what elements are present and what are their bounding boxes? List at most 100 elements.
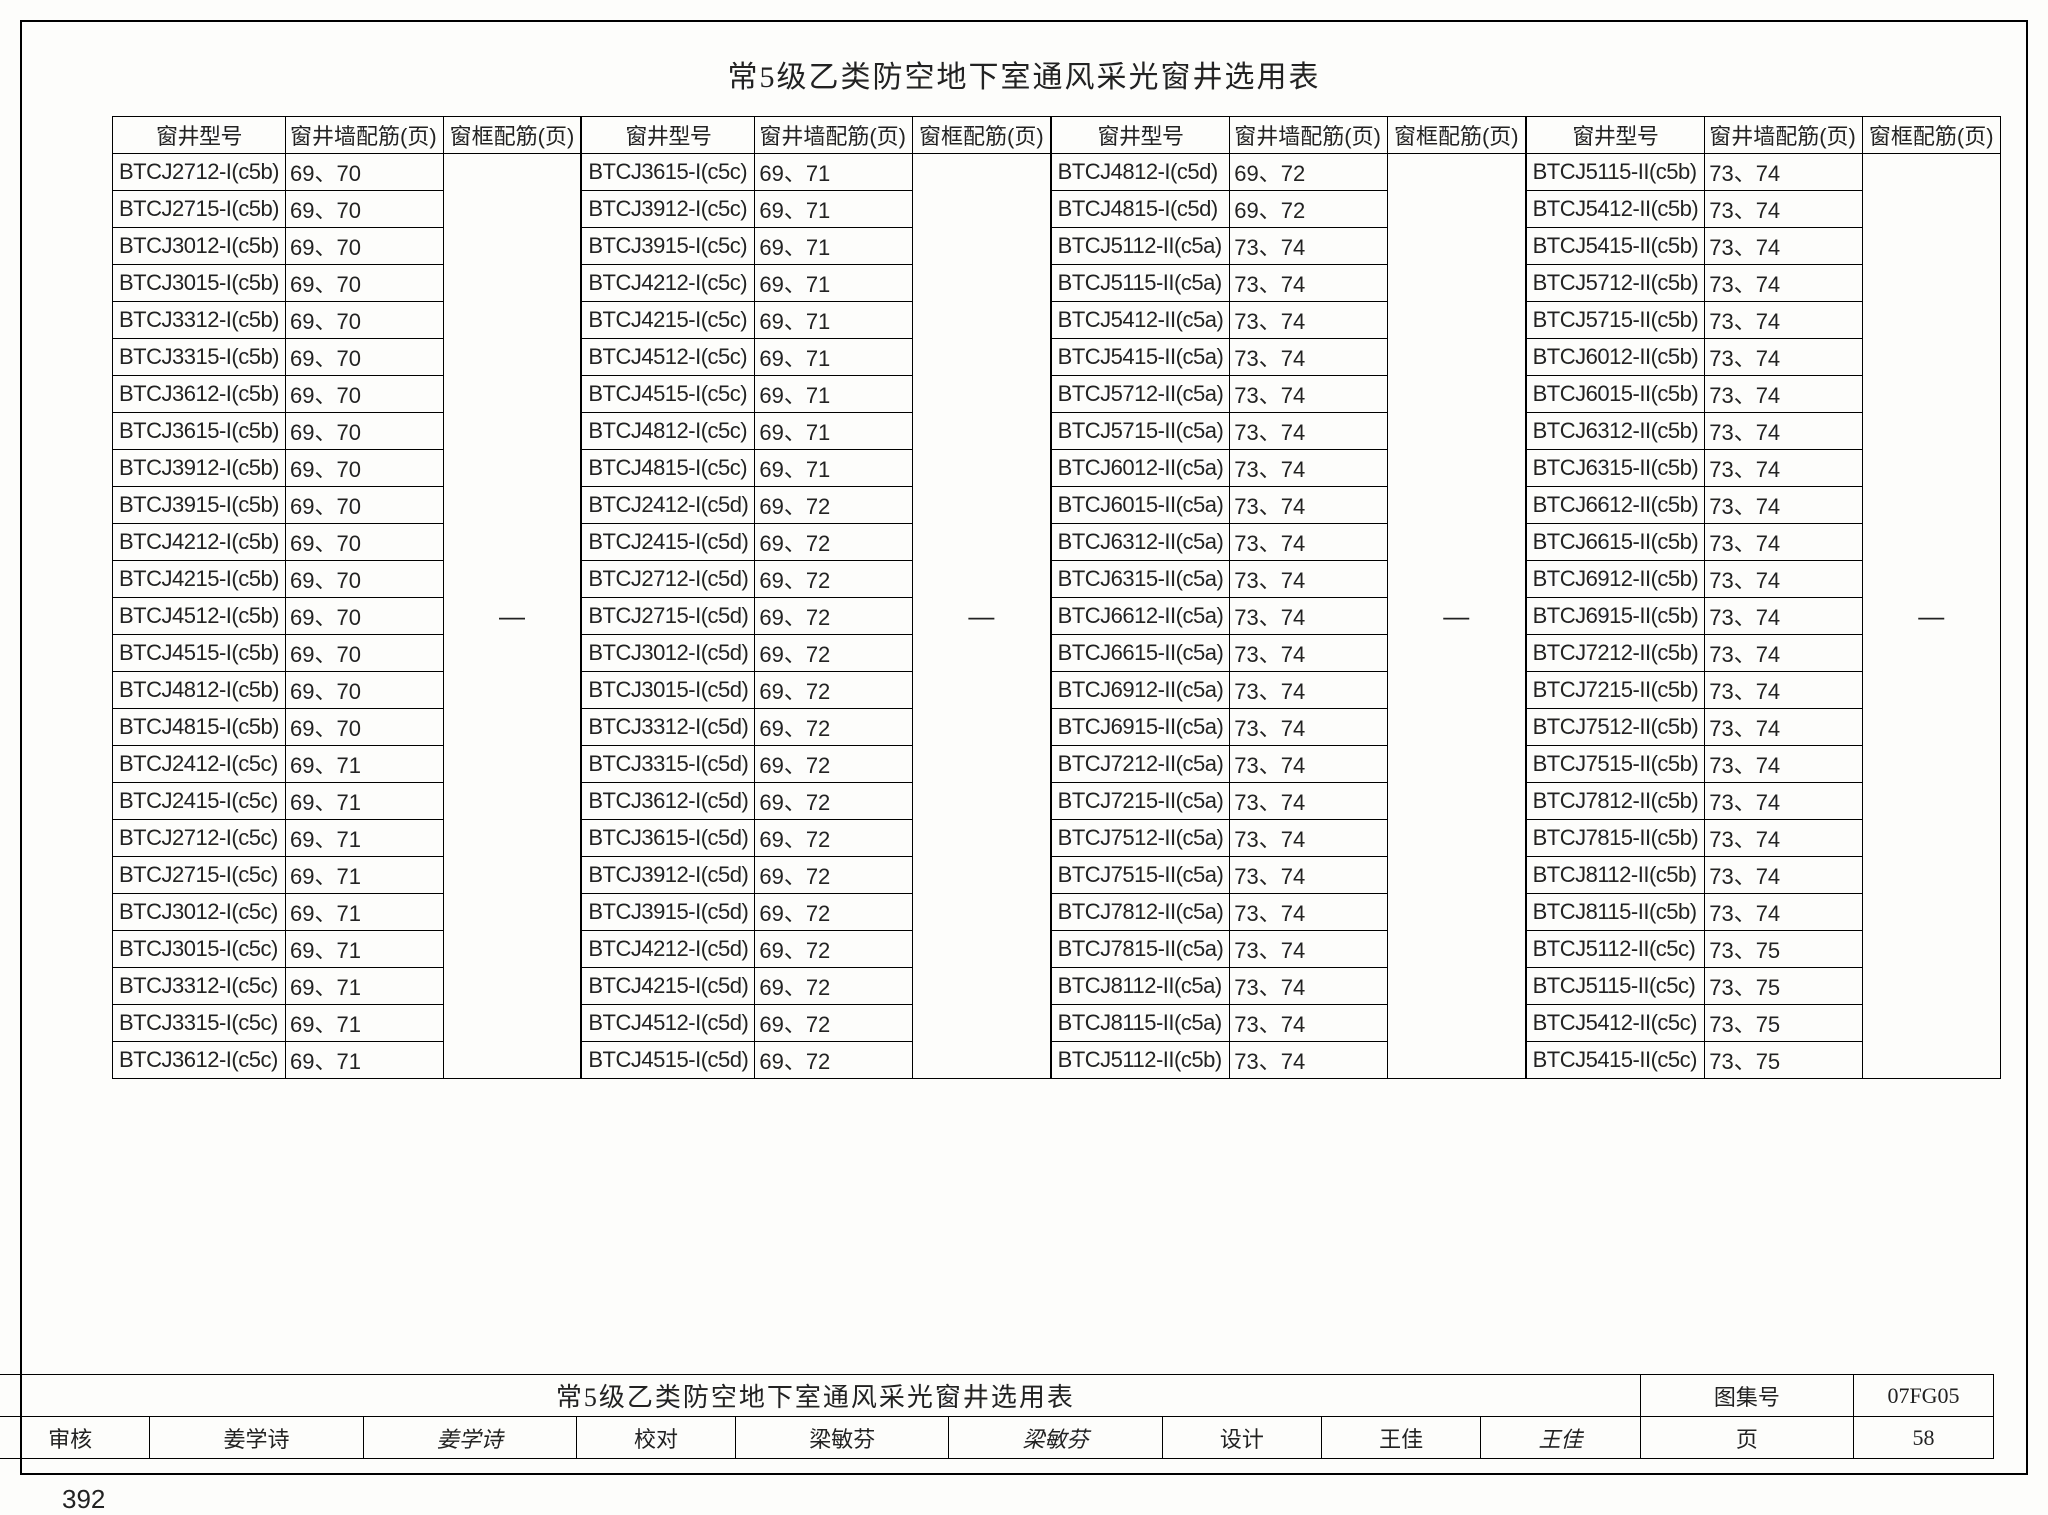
cell-wall: 69、70	[286, 413, 444, 450]
cell-model: BTCJ5715-II(c5b)	[1526, 302, 1705, 339]
cell-model: BTCJ6912-II(c5a)	[1051, 672, 1230, 709]
cell-model: BTCJ7812-II(c5a)	[1051, 894, 1230, 931]
review-label: 审核	[0, 1417, 150, 1459]
header-wall: 窗井墙配筋(页)	[1705, 117, 1863, 154]
cell-model: BTCJ5412-II(c5b)	[1526, 191, 1705, 228]
cell-model: BTCJ8115-II(c5b)	[1526, 894, 1705, 931]
cell-model: BTCJ5112-II(c5c)	[1526, 931, 1705, 968]
cell-model: BTCJ5115-II(c5b)	[1526, 154, 1705, 191]
cell-wall: 69、72	[755, 894, 913, 931]
cell-model: BTCJ4512-I(c5d)	[582, 1005, 755, 1042]
cell-wall: 69、71	[286, 894, 444, 931]
cell-wall: 73、74	[1230, 672, 1388, 709]
cell-model: BTCJ3315-I(c5c)	[113, 1005, 286, 1042]
header-model: 窗井型号	[113, 117, 286, 154]
cell-model: BTCJ3912-I(c5b)	[113, 450, 286, 487]
cell-wall: 69、72	[755, 1042, 913, 1079]
cell-wall: 69、70	[286, 487, 444, 524]
cell-model: BTCJ6612-II(c5a)	[1051, 598, 1230, 635]
header-frame: 窗框配筋(页)	[1862, 117, 2000, 154]
cell-model: BTCJ7212-II(c5a)	[1051, 746, 1230, 783]
cell-wall: 73、74	[1705, 191, 1863, 228]
cell-wall: 73、74	[1230, 524, 1388, 561]
cell-model: BTCJ6612-II(c5b)	[1526, 487, 1705, 524]
cell-model: BTCJ6315-II(c5b)	[1526, 450, 1705, 487]
cell-model: BTCJ4512-I(c5c)	[582, 339, 755, 376]
cell-model: BTCJ3012-I(c5c)	[113, 894, 286, 931]
cell-model: BTCJ3912-I(c5d)	[582, 857, 755, 894]
cell-model: BTCJ3912-I(c5c)	[582, 191, 755, 228]
cell-wall: 73、75	[1705, 1042, 1863, 1079]
cell-model: BTCJ6915-II(c5a)	[1051, 709, 1230, 746]
cell-wall: 73、74	[1230, 709, 1388, 746]
cell-wall: 73、74	[1705, 857, 1863, 894]
cell-wall: 69、71	[755, 302, 913, 339]
cell-model: BTCJ4215-I(c5c)	[582, 302, 755, 339]
cell-wall: 73、74	[1705, 302, 1863, 339]
cell-wall: 69、70	[286, 339, 444, 376]
cell-model: BTCJ3612-I(c5b)	[113, 376, 286, 413]
cell-wall: 73、75	[1705, 968, 1863, 1005]
cell-model: BTCJ3315-I(c5d)	[582, 746, 755, 783]
header-frame: 窗框配筋(页)	[443, 117, 581, 154]
cell-model: BTCJ3312-I(c5d)	[582, 709, 755, 746]
cell-wall: 73、74	[1230, 894, 1388, 931]
cell-wall: 73、75	[1705, 931, 1863, 968]
cell-wall: 69、72	[755, 783, 913, 820]
cell-wall: 69、70	[286, 524, 444, 561]
cell-wall: 73、75	[1705, 1005, 1863, 1042]
cell-wall: 69、72	[755, 931, 913, 968]
cell-model: BTCJ2412-I(c5c)	[113, 746, 286, 783]
cell-wall: 69、72	[755, 820, 913, 857]
cell-wall: 69、70	[286, 450, 444, 487]
cell-model: BTCJ2412-I(c5d)	[582, 487, 755, 524]
cell-wall: 73、74	[1705, 265, 1863, 302]
selection-table: 窗井型号 窗井墙配筋(页) 窗框配筋(页) BTCJ2712-I(c5b) 69…	[112, 116, 1936, 1079]
cell-model: BTCJ6012-II(c5b)	[1526, 339, 1705, 376]
cell-wall: 69、70	[286, 302, 444, 339]
cell-wall: 69、72	[1230, 154, 1388, 191]
cell-model: BTCJ7815-II(c5b)	[1526, 820, 1705, 857]
cell-model: BTCJ3915-I(c5c)	[582, 228, 755, 265]
cell-model: BTCJ5412-II(c5c)	[1526, 1005, 1705, 1042]
cell-wall: 73、74	[1705, 672, 1863, 709]
cell-wall: 69、72	[755, 857, 913, 894]
cell-wall: 73、74	[1705, 709, 1863, 746]
check-label: 校对	[576, 1417, 735, 1459]
check-name: 梁敏芬	[736, 1417, 949, 1459]
cell-wall: 69、71	[755, 376, 913, 413]
cell-wall: 73、74	[1230, 561, 1388, 598]
cell-model: BTCJ5715-II(c5a)	[1051, 413, 1230, 450]
page-value: 58	[1854, 1417, 1994, 1459]
cell-model: BTCJ4812-I(c5b)	[113, 672, 286, 709]
cell-model: BTCJ6615-II(c5a)	[1051, 635, 1230, 672]
cell-model: BTCJ2712-I(c5b)	[113, 154, 286, 191]
cell-model: BTCJ5712-II(c5b)	[1526, 265, 1705, 302]
header-model: 窗井型号	[582, 117, 755, 154]
cell-wall: 69、72	[755, 524, 913, 561]
cell-wall: 69、71	[755, 228, 913, 265]
cell-model: BTCJ5112-II(c5a)	[1051, 228, 1230, 265]
outer-page-number: 392	[62, 1484, 105, 1515]
cell-wall: 69、70	[286, 672, 444, 709]
cell-model: BTCJ4212-I(c5c)	[582, 265, 755, 302]
page-title: 常5级乙类防空地下室通风采光窗井选用表	[52, 52, 1996, 96]
cell-model: BTCJ3615-I(c5c)	[582, 154, 755, 191]
cell-model: BTCJ7815-II(c5a)	[1051, 931, 1230, 968]
cell-wall: 73、74	[1230, 265, 1388, 302]
cell-wall: 69、72	[755, 1005, 913, 1042]
tb-title: 常5级乙类防空地下室通风采光窗井选用表	[0, 1375, 1640, 1417]
cell-wall: 69、70	[286, 598, 444, 635]
cell-model: BTCJ3312-I(c5b)	[113, 302, 286, 339]
cell-wall: 73、74	[1705, 746, 1863, 783]
cell-model: BTCJ8112-II(c5a)	[1051, 968, 1230, 1005]
cell-wall: 73、74	[1705, 487, 1863, 524]
cell-model: BTCJ3015-I(c5d)	[582, 672, 755, 709]
drawing-sheet: 常5级乙类防空地下室通风采光窗井选用表 窗井型号 窗井墙配筋(页) 窗框配筋(页…	[20, 20, 2028, 1475]
cell-wall: 73、74	[1705, 524, 1863, 561]
cell-model: BTCJ3612-I(c5c)	[113, 1042, 286, 1079]
header-wall: 窗井墙配筋(页)	[286, 117, 444, 154]
cell-model: BTCJ4515-I(c5b)	[113, 635, 286, 672]
cell-wall: 69、72	[755, 746, 913, 783]
cell-wall: 69、71	[755, 339, 913, 376]
